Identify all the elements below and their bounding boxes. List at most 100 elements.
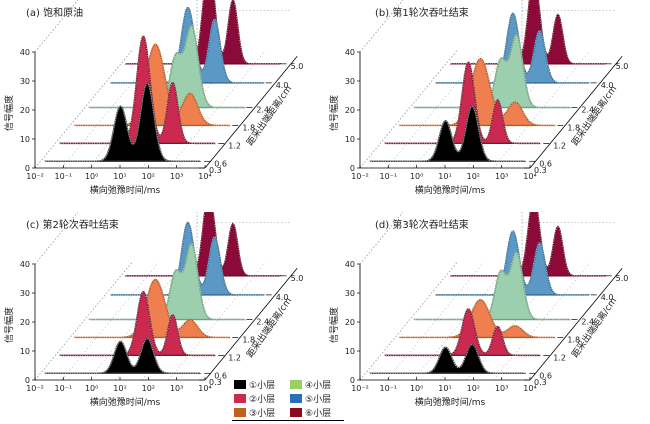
z-tick-label: 1.2: [228, 353, 241, 362]
chart-svg-c: 10⁻² 10⁻¹ 10⁰ 10¹ 10² 10³ 10⁴0102030400.30.61.…: [3, 212, 304, 408]
z-tick-label: 1.8: [567, 335, 580, 344]
x-tick-label: 10¹: [438, 384, 451, 393]
chart-title-c: (c) 第2轮次吞吐结束: [26, 220, 119, 231]
grid-line: [34, 0, 79, 53]
x-tick-label: 10²: [467, 384, 480, 393]
series-area: [73, 278, 231, 339]
y-tick-label: 0: [350, 376, 355, 385]
y-tick-label: 20: [345, 106, 355, 115]
z-tick-label: 1.8: [242, 335, 255, 344]
y-tick-label: 40: [345, 48, 355, 57]
x-tick-label: 10³: [170, 384, 183, 393]
z-tick-label: 0.6: [539, 371, 552, 380]
z-axis-label: 距采出端距离/cm: [569, 83, 619, 148]
legend-item: ④小层: [290, 377, 331, 391]
z-tick-label: 4.0: [601, 81, 614, 90]
z-tick-label: 2.4: [581, 318, 594, 327]
legend-swatch: [290, 393, 302, 403]
y-tick-label: 20: [20, 318, 30, 327]
grid-line: [168, 50, 266, 169]
z-tick-label: 1.2: [553, 353, 566, 362]
series-area: [369, 105, 527, 162]
x-tick-label: 10⁻²: [26, 384, 44, 393]
x-tick-label: 10⁻¹: [380, 384, 398, 393]
z-axis-label: 距采出端距离/cm: [244, 295, 294, 360]
z-tick-label: 0.3: [534, 378, 547, 387]
z-axis-label: 距采出端距离/cm: [244, 83, 294, 148]
series-line: [60, 291, 215, 356]
y-tick-label: 40: [20, 260, 30, 269]
legend-item: ⑤小层: [290, 391, 331, 405]
grid-line: [61, 50, 159, 169]
legend-item: ⑥小层: [290, 405, 331, 419]
y-axis-label: 信号幅度: [328, 307, 340, 343]
grid-line: [386, 262, 484, 381]
series-line: [45, 338, 200, 374]
grid-line: [359, 0, 404, 53]
grid-line: [359, 262, 458, 381]
series-area: [449, 212, 607, 277]
z-tick-label: 5.0: [291, 274, 304, 283]
x-tick-label: 10²: [142, 172, 155, 181]
legend-item: ①小层: [234, 377, 275, 391]
chart-panel-d: 10⁻² 10⁻¹ 10⁰ 10¹ 10² 10³ 10⁴ 0 10 20 30 40 0.3 0.6 1.…: [325, 212, 650, 424]
series-area: [124, 0, 282, 65]
chart-panel-c: 10⁻² 10⁻¹ 10⁰ 10¹ 10² 10³ 10⁴ 0 10 20 30 40 0.3 0.6 1.…: [0, 212, 325, 424]
x-tick-label: 10⁴: [523, 172, 536, 181]
x-tick-label: 10⁻²: [26, 172, 44, 181]
y-tick-label: 10: [20, 135, 30, 144]
y-tick-label: 0: [350, 164, 355, 173]
legend-swatch: [234, 379, 246, 389]
legend-label: ⑤小层: [305, 394, 332, 405]
series-area: [124, 212, 282, 277]
legend-label: ①小层: [249, 380, 276, 391]
x-tick-label: 10³: [495, 384, 508, 393]
z-tick-label: 0.6: [214, 371, 227, 380]
series-area: [87, 242, 247, 321]
y-tick-label: 10: [345, 347, 355, 356]
x-tick-label: 10⁰: [410, 172, 423, 181]
legend-swatch: [234, 393, 246, 403]
z-tick-label: 1.8: [242, 123, 255, 132]
chart-panel-a: 10⁻² 10⁻¹ 10⁰ 10¹ 10² 10³ 10⁴ 0 10 20 30 40 0.3 0.6 1.…: [0, 0, 325, 212]
series-line: [110, 222, 265, 296]
grid-line: [493, 262, 591, 381]
chart-legend: ①小层 ②小层 ③小层 ④小层 ⑤小层 ⑥小层: [232, 375, 344, 421]
legend-swatch: [290, 379, 302, 389]
series-line: [400, 58, 554, 126]
x-axis-label: 横向弛豫时间/ms: [415, 184, 486, 196]
y-tick-label: 0: [25, 376, 30, 385]
series-line: [451, 212, 605, 277]
grid-line: [34, 212, 79, 265]
x-tick-label: 10⁴: [523, 384, 536, 393]
x-tick-label: 10⁻²: [351, 384, 369, 393]
x-tick-label: 10¹: [438, 172, 451, 181]
z-tick-label: 0.3: [209, 166, 222, 175]
z-tick-label: 5.0: [616, 62, 629, 71]
series-line: [385, 62, 540, 144]
legend-label: ②小层: [249, 394, 276, 405]
y-tick-label: 0: [25, 164, 30, 173]
grid-line: [168, 262, 266, 381]
y-axis-label: 信号幅度: [3, 307, 15, 343]
grid-line: [493, 50, 591, 169]
y-tick-label: 20: [20, 106, 30, 115]
chart-title-a: (a) 饱和原油: [26, 8, 84, 19]
legend-item: ③小层: [234, 405, 275, 419]
y-tick-label: 40: [20, 48, 30, 57]
series-line: [45, 82, 200, 162]
grid-line: [359, 50, 458, 169]
z-axis: [204, 268, 298, 381]
y-tick-label: 10: [20, 347, 30, 356]
x-axis-label: 横向弛豫时间/ms: [90, 184, 161, 196]
x-axis-label: 横向弛豫时间/ms: [415, 396, 486, 408]
y-tick-label: 10: [345, 135, 355, 144]
z-axis: [529, 56, 623, 169]
x-tick-label: 10⁴: [198, 172, 211, 181]
y-tick-label: 20: [345, 318, 355, 327]
series-area: [449, 0, 607, 65]
z-axis-label: 距采出端距离/cm: [569, 295, 619, 360]
z-tick-label: 4.0: [601, 293, 614, 302]
z-tick-label: 2.4: [256, 106, 269, 115]
grid-line: [386, 50, 484, 169]
